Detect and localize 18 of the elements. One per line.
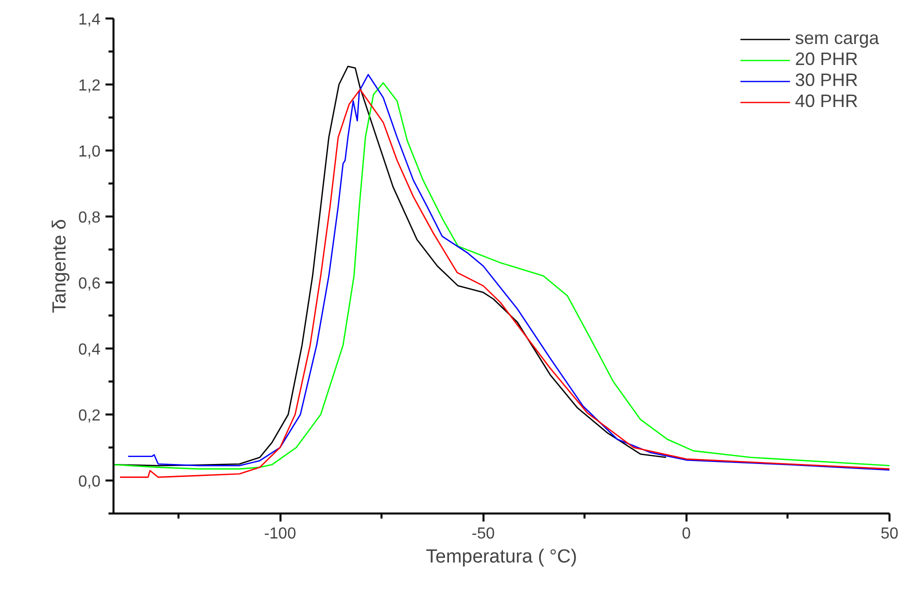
y-tick-label: 1,2: [78, 78, 101, 94]
legend-label: 30 PHR: [794, 70, 858, 91]
y-tick-label: 0,4: [78, 342, 101, 358]
y-tick-label: 0,6: [78, 276, 101, 292]
x-tick-label: -50: [472, 526, 495, 542]
y-tick-label: 1,0: [78, 144, 101, 160]
legend-label: 20 PHR: [794, 49, 858, 70]
x-tick-label: 0: [682, 526, 691, 542]
y-axis-title: Tangente δ: [49, 218, 70, 314]
y-tick-label: 1,4: [78, 12, 101, 28]
y-tick-label: 0,0: [78, 474, 101, 490]
x-tick-label: -100: [264, 526, 296, 542]
legend-label: 40 PHR: [794, 91, 858, 112]
x-axis-title: Temperatura ( °C): [426, 546, 578, 568]
y-tick-label: 0,2: [78, 408, 101, 424]
y-tick-label: 0,8: [78, 210, 101, 226]
legend-label: sem carga: [794, 28, 879, 49]
x-tick-label: 50: [880, 526, 898, 542]
